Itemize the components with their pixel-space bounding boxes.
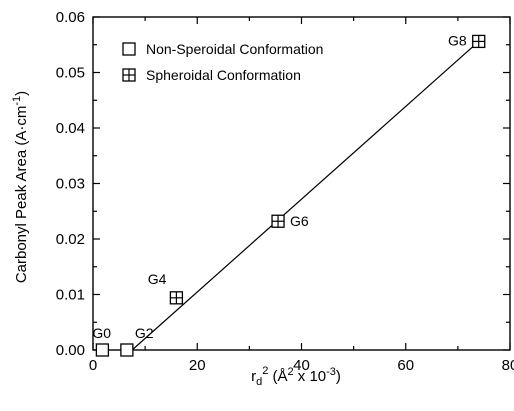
data-point xyxy=(169,291,184,305)
x-axis-ticks: 0 20 40 60 80 xyxy=(89,17,514,374)
y-tick-label: 0.01 xyxy=(56,287,85,304)
x-tick-label: 60 xyxy=(397,357,414,374)
data-point xyxy=(95,343,110,357)
legend-marker xyxy=(122,42,136,56)
point-label: G2 xyxy=(135,325,154,341)
point-label: G4 xyxy=(148,271,167,287)
x-tick-label: 80 xyxy=(502,357,514,374)
y-tick-label: 0.05 xyxy=(56,65,85,82)
data-point xyxy=(472,34,486,49)
fit-line-group xyxy=(131,40,480,351)
y-tick-label: 0.04 xyxy=(56,120,85,137)
marker-square xyxy=(120,343,134,357)
point-label: G0 xyxy=(92,325,111,341)
data-points: G0 G2 G4 G6 G8 xyxy=(92,32,486,357)
x-tick-label: 0 xyxy=(89,357,97,374)
legend-label: Spheroidal Conformation xyxy=(146,67,301,83)
x-tick-label: 20 xyxy=(189,357,206,374)
y-tick-label: 0.00 xyxy=(56,342,85,359)
y-axis-ticks: 0.00 0.01 0.02 0.03 0.04 0.05 0.06 xyxy=(56,9,510,359)
data-point xyxy=(271,214,285,228)
x-axis-title: rd2 (Å2 x 10-3) xyxy=(251,365,341,388)
y-tick-label: 0.02 xyxy=(56,231,85,248)
x-tick-label: 40 xyxy=(293,357,310,374)
y-axis-title: Carbonyl Peak Area (A·cm-1) xyxy=(11,91,30,283)
legend: Non-Speroidal Conformation Spheroidal Con… xyxy=(122,41,323,83)
legend-marker xyxy=(122,68,136,82)
point-label: G8 xyxy=(448,32,467,48)
data-point xyxy=(120,343,134,357)
fit-line xyxy=(131,40,480,351)
marker-square xyxy=(95,343,110,357)
y-tick-label: 0.03 xyxy=(56,176,85,193)
marker-square xyxy=(122,42,136,56)
y-tick-label: 0.06 xyxy=(56,9,85,26)
point-label: G6 xyxy=(290,213,309,229)
legend-label: Non-Speroidal Conformation xyxy=(146,41,323,57)
